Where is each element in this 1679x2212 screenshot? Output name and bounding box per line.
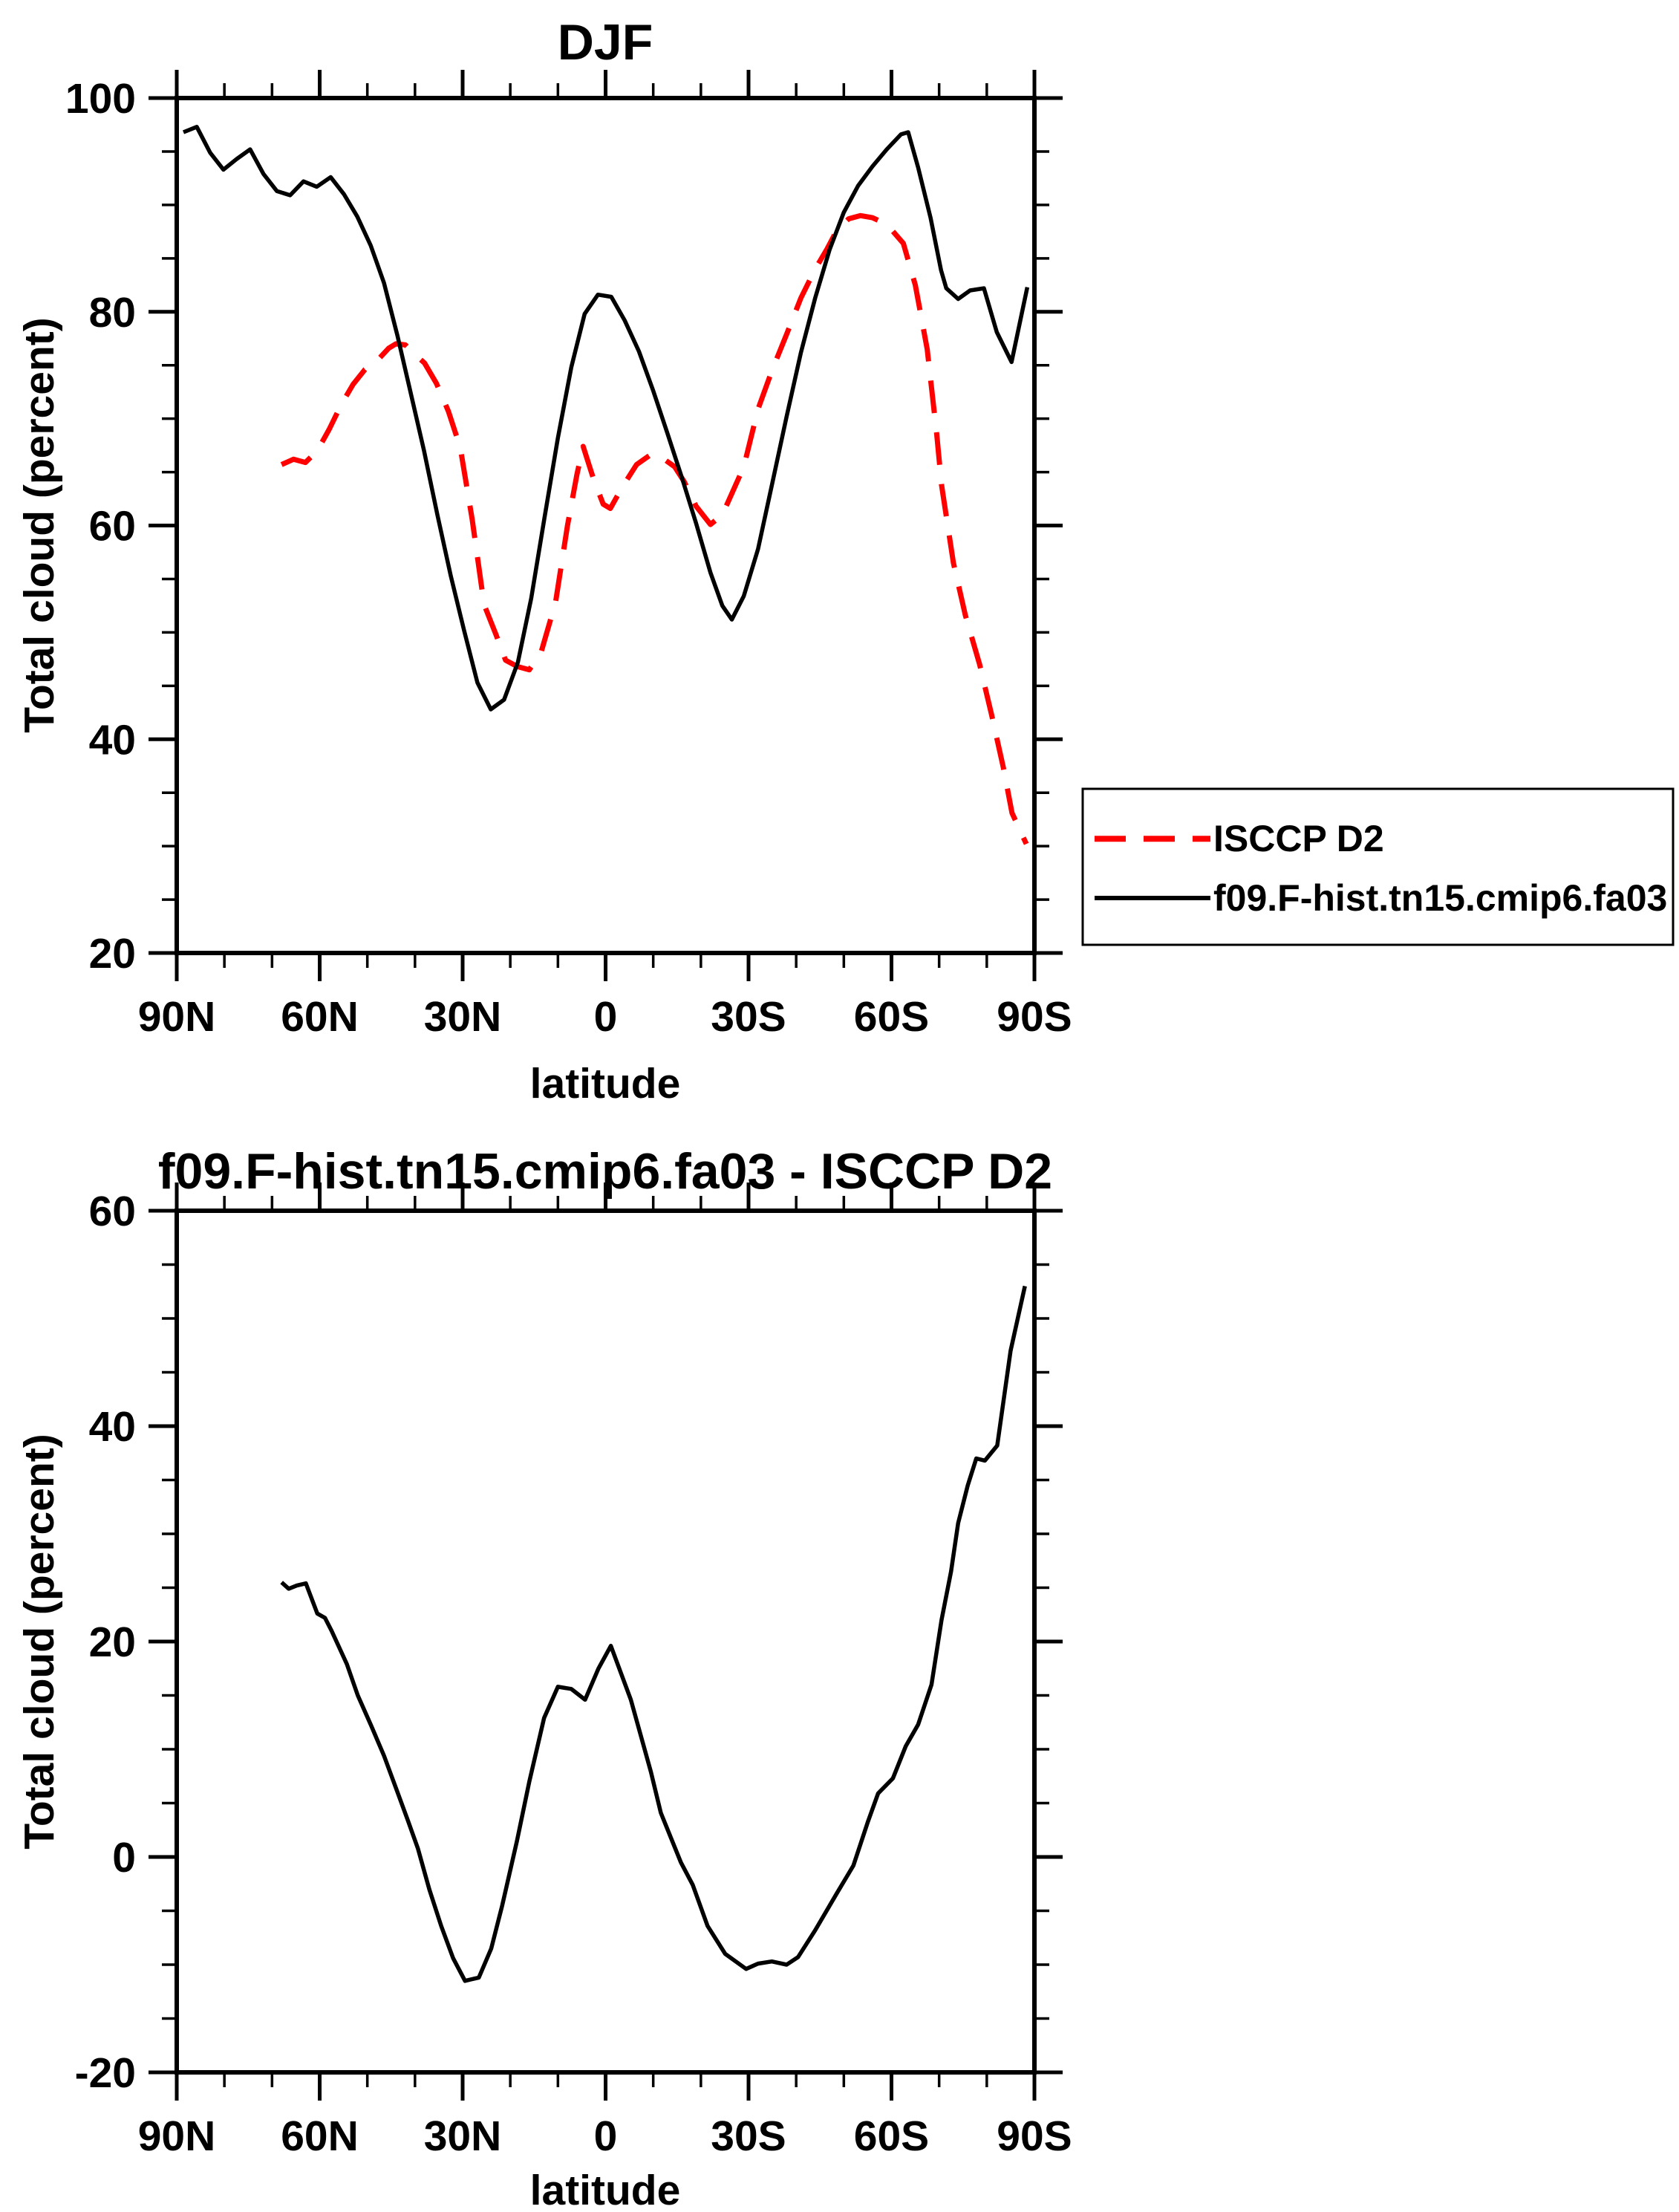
y-tick-label: 0 <box>112 1834 136 1881</box>
x-tick-label: 30N <box>424 2112 502 2160</box>
x-tick-label: 0 <box>594 993 618 1041</box>
djf-y-axis-label: Total cloud (percent) <box>16 317 63 732</box>
x-tick-label: 60N <box>281 993 359 1041</box>
isccp-d2-line <box>280 212 1029 845</box>
y-tick-label: 40 <box>89 716 136 764</box>
x-tick-label: 60N <box>281 2112 359 2160</box>
y-tick-label: 40 <box>89 1403 136 1451</box>
djf-plot-area: 90N 60N 30N 0 30S 60S 90S 100 80 60 40 20 ISCCP D2 f0… <box>65 70 1675 1041</box>
y-tick-label: 20 <box>89 930 136 977</box>
y-tick-label: 60 <box>89 1188 136 1235</box>
legend-box <box>1081 787 1675 946</box>
legend-entry: ISCCP D2 <box>1095 818 1384 859</box>
x-tick-label: 60S <box>854 2112 929 2160</box>
difference-chart: f09.F-hist.tn15.cmip6.fa03 - ISCCP D2 To… <box>16 1143 1072 2212</box>
legend-label: ISCCP D2 <box>1213 818 1384 859</box>
y-tick-label: 80 <box>89 289 136 336</box>
y-tick-label: 20 <box>89 1619 136 1666</box>
x-tick-label: 30S <box>711 2112 786 2160</box>
x-tick-label: 30S <box>711 993 786 1041</box>
difference-plot-area: 90N 60N 30N 0 30S 60S 90S 60 40 20 0 -20 <box>75 1183 1072 2160</box>
legend: ISCCP D2 f09.F-hist.tn15.cmip6.fa03 <box>1081 787 1675 946</box>
x-tick-label: 30N <box>424 993 502 1041</box>
legend-label: f09.F-hist.tn15.cmip6.fa03 <box>1213 877 1667 919</box>
x-tick-label: 90N <box>138 2112 216 2160</box>
x-tick-label: 90S <box>997 993 1072 1041</box>
y-tick-label: 100 <box>65 75 136 123</box>
djf-title: DJF <box>558 14 653 71</box>
model-minus-isccp-line <box>280 1285 1027 1983</box>
difference-x-axis-label: latitude <box>530 2167 681 2212</box>
djf-x-axis-label: latitude <box>530 1060 681 1107</box>
legend-entry: f09.F-hist.tn15.cmip6.fa03 <box>1095 877 1667 919</box>
djf-chart: DJF Total cloud (percent) latitude 90N 60… <box>16 14 1675 1107</box>
model-line <box>182 125 1030 712</box>
difference-y-axis-label: Total cloud (percent) <box>16 1434 63 1849</box>
x-tick-label: 60S <box>854 993 929 1041</box>
x-tick-label: 90N <box>138 993 216 1041</box>
y-tick-label: -20 <box>75 2049 136 2097</box>
y-tick-label: 60 <box>89 503 136 550</box>
x-tick-label: 0 <box>594 2112 618 2160</box>
x-tick-label: 90S <box>997 2112 1072 2160</box>
